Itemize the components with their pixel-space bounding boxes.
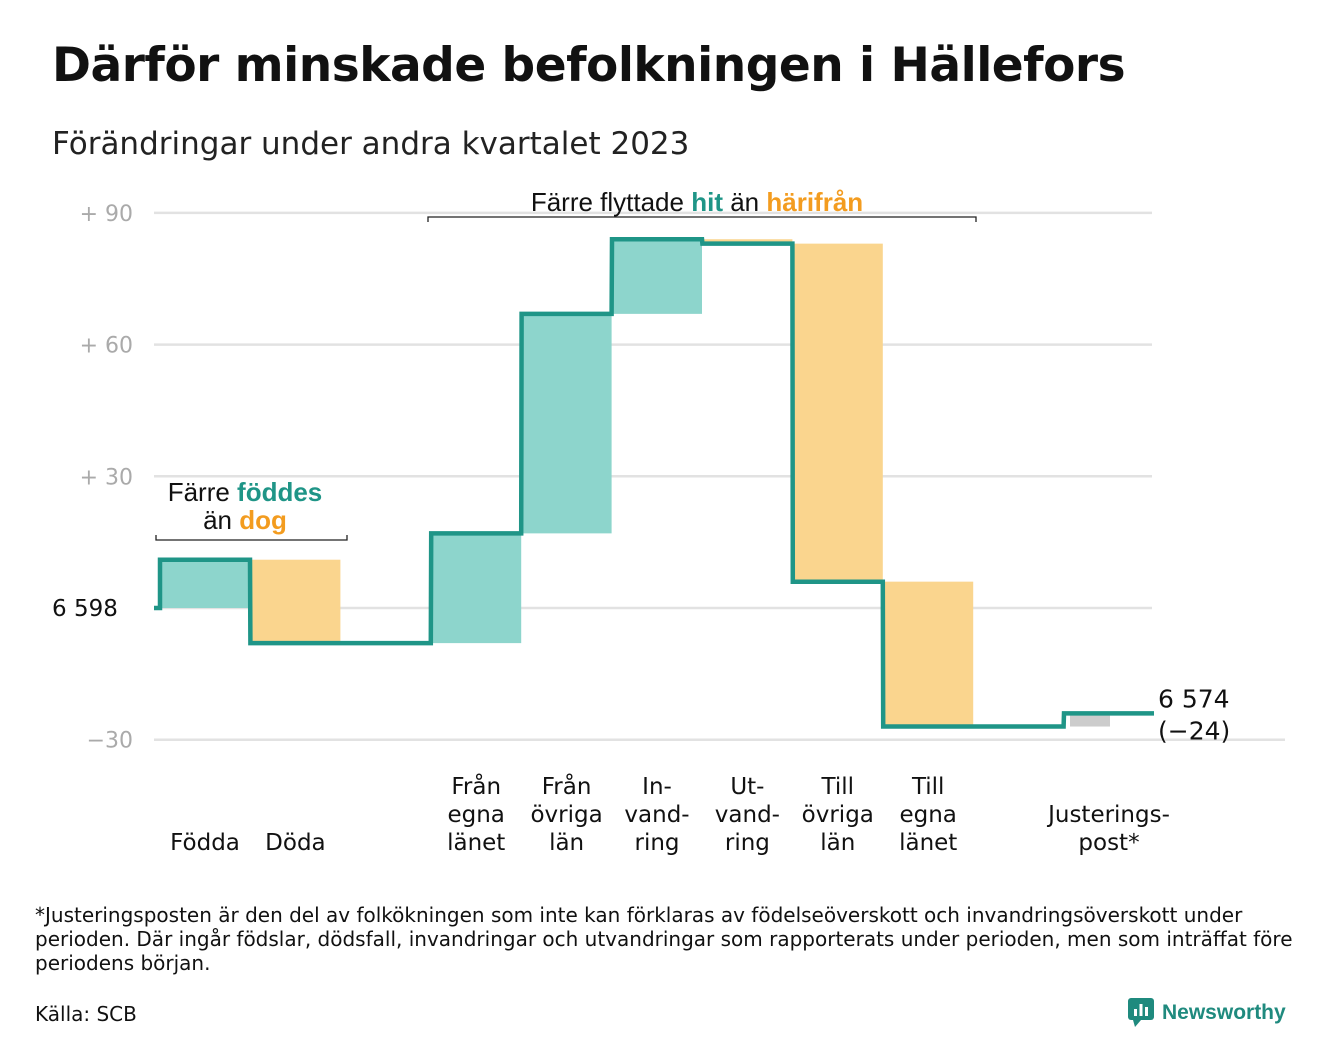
y-tick-label: −30: [87, 729, 133, 754]
footnote: *Justeringsposten är den del av folkökni…: [35, 903, 1293, 975]
x-tick-label: Till: [821, 774, 855, 800]
x-tick-label: egna: [899, 802, 956, 828]
x-tick-label: vand-: [624, 802, 689, 828]
annotation-bracket: [427, 216, 977, 222]
x-tick-label: post*: [1078, 830, 1139, 856]
x-tick-label: ring: [725, 830, 770, 856]
waterfall-bar: [431, 533, 522, 644]
x-tick-label: län: [820, 830, 855, 856]
annotation-births-line2: än dog: [203, 505, 287, 535]
source-note: Källa: SCB: [35, 1002, 137, 1026]
waterfall-bar: [883, 581, 974, 727]
x-tick-label: övriga: [802, 802, 874, 828]
x-tick-label: länet: [447, 830, 505, 856]
x-tick-label: Justerings-: [1046, 802, 1170, 828]
annotation-bracket: [155, 535, 348, 541]
y-tick-label: + 90: [80, 202, 133, 227]
waterfall-bar: [160, 559, 250, 608]
newsworthy-logo-icon: [1128, 998, 1154, 1027]
cumulative-step-line: [154, 236, 1154, 729]
chart-title: Därför minskade befolkningen i Hällefors: [52, 38, 1126, 93]
y-tick-label: + 30: [80, 465, 133, 490]
x-tick-label: ring: [634, 830, 679, 856]
x-tick-label: Födda: [170, 830, 240, 856]
waterfall-bar: [521, 313, 612, 534]
waterfall-bar: [792, 243, 883, 582]
annotation-births-line1: Färre föddes: [168, 477, 323, 507]
start-value-label: 6 598: [52, 596, 118, 622]
waterfall-bar: [612, 239, 702, 314]
x-tick-label: övriga: [530, 802, 602, 828]
chart-subtitle: Förändringar under andra kvartalet 2023: [52, 126, 690, 162]
waterfall-bar: [250, 559, 341, 644]
x-tick-label: Till: [911, 774, 945, 800]
x-tick-label: Från: [451, 772, 501, 800]
x-tick-label: Ut-: [730, 774, 764, 800]
x-tick-label: län: [549, 830, 584, 856]
x-tick-label: egna: [447, 802, 504, 828]
waterfall-bar: [1070, 713, 1110, 727]
x-tick-label: vand-: [715, 802, 780, 828]
end-change-label: (−24): [1158, 716, 1230, 745]
x-tick-label: Från: [542, 772, 592, 800]
x-tick-label: In-: [642, 774, 672, 800]
brand: Newsworthy: [1128, 998, 1286, 1028]
end-value-label: 6 574: [1158, 684, 1230, 713]
annotation-migration: Färre flyttade hit än härifrån: [531, 187, 863, 217]
x-tick-label: länet: [899, 830, 957, 856]
y-tick-label: + 60: [80, 334, 133, 359]
x-tick-label: Döda: [265, 830, 325, 856]
brand-name: Newsworthy: [1162, 1001, 1286, 1024]
